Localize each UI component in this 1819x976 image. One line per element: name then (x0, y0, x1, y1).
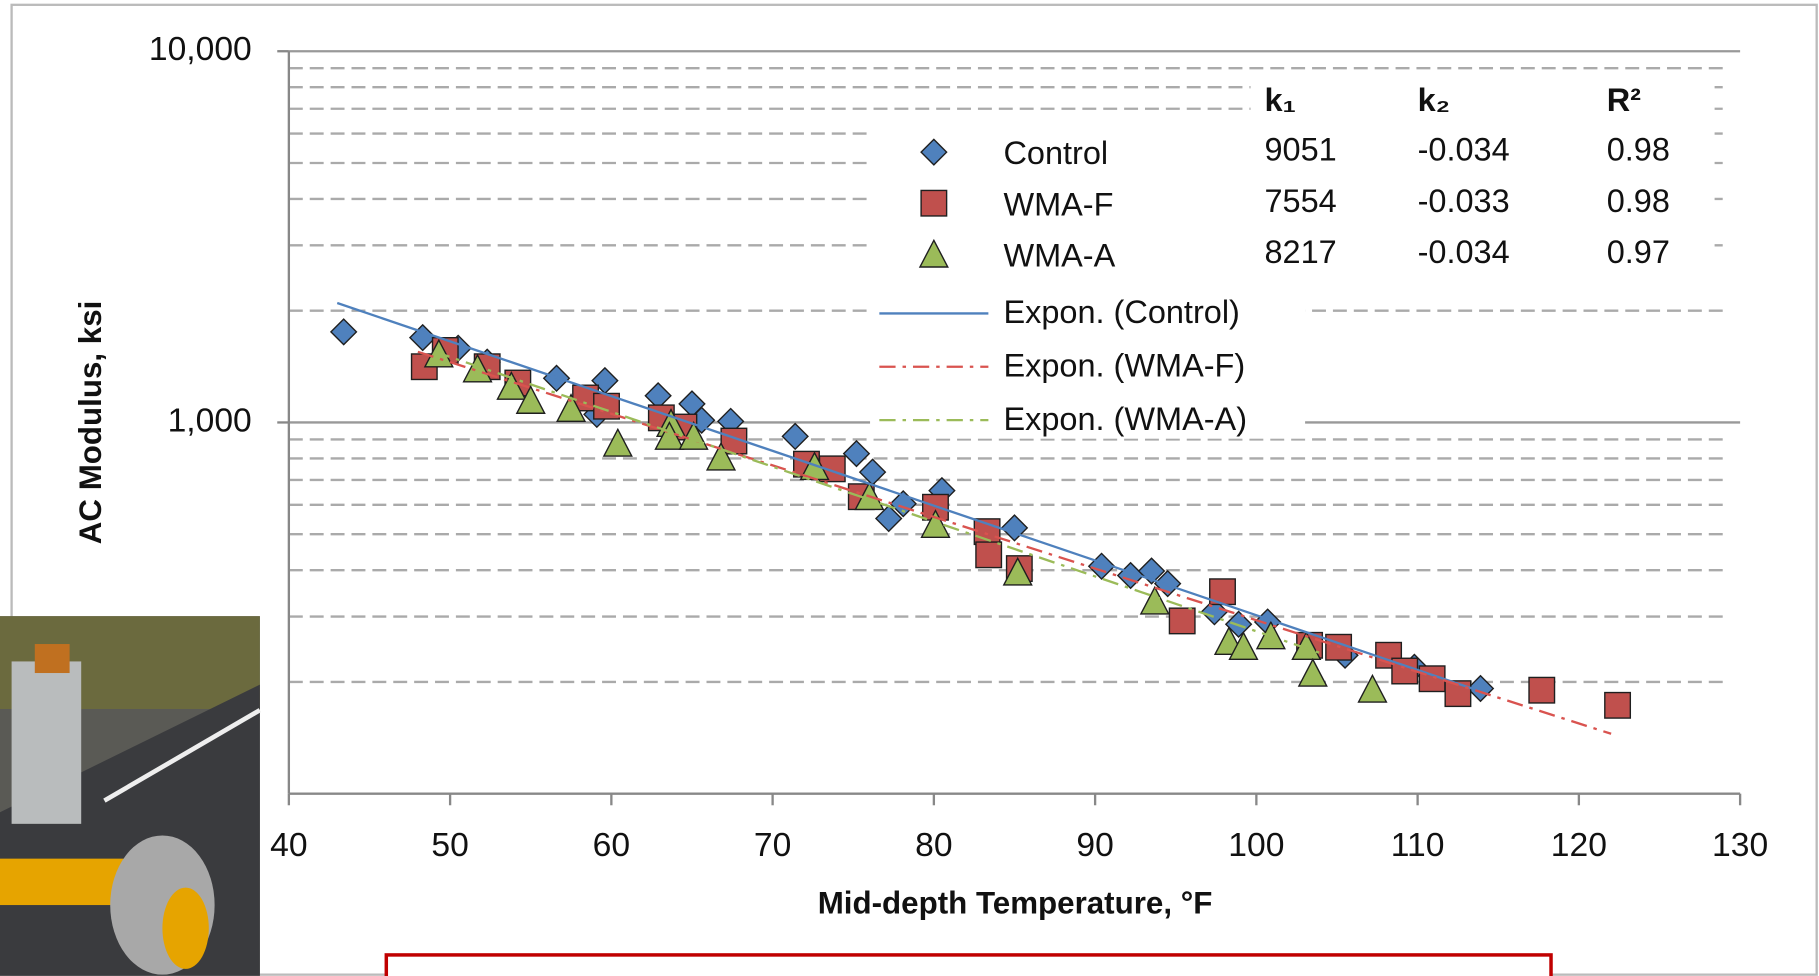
data-point (705, 441, 737, 471)
data-point (329, 318, 358, 346)
x-tick-label: 70 (754, 827, 791, 864)
legend-label: WMA-F (1003, 186, 1113, 222)
legend-value: 8217 (1264, 234, 1336, 270)
data-point (1604, 691, 1632, 719)
legend-marker (918, 238, 949, 268)
photo-inset (0, 616, 262, 976)
data-point (462, 353, 493, 383)
x-tick-label: 100 (1228, 827, 1284, 864)
x-tick-label: 130 (1712, 827, 1768, 864)
legend-marker (920, 138, 948, 166)
legend-background (870, 69, 1715, 439)
trend-line (336, 301, 1483, 694)
x-tick-label: 120 (1551, 827, 1607, 864)
data-point (1002, 556, 1033, 586)
data-point (1168, 607, 1196, 635)
legend-value: -0.034 (1418, 234, 1510, 270)
legend-value: 0.98 (1607, 132, 1670, 168)
legend-label: Expon. (WMA-A) (1003, 401, 1247, 437)
legend-value: 9051 (1264, 132, 1336, 168)
data-point (1228, 631, 1259, 661)
data-point (408, 323, 437, 352)
y-axis-label: AC Modulus, ksi (73, 301, 108, 545)
plot-area (329, 301, 1632, 735)
data-point (1357, 673, 1388, 703)
legend-header: k₂ (1418, 82, 1451, 118)
trend-line (417, 350, 1612, 735)
legend-label: WMA-A (1003, 237, 1115, 273)
legend-value: -0.033 (1418, 183, 1510, 219)
data-point (842, 439, 871, 468)
trend-line (433, 350, 1322, 655)
data-point (1297, 657, 1328, 687)
legend-label: Expon. (WMA-F) (1003, 348, 1245, 384)
data-point (1139, 585, 1170, 615)
y-tick-label: 1,000 (168, 402, 252, 439)
data-point (602, 427, 633, 457)
x-axis-label: Mid-depth Temperature, °F (818, 885, 1213, 920)
data-point (781, 422, 809, 451)
data-point (874, 504, 903, 533)
data-point (555, 393, 587, 423)
x-tick-label: 110 (1391, 827, 1445, 864)
data-point (496, 371, 527, 400)
legend-value: -0.034 (1418, 132, 1510, 168)
y-tick-label: 10,000 (149, 31, 252, 68)
legend-label: Expon. (Control) (1003, 294, 1239, 330)
data-point (654, 420, 685, 450)
data-point (975, 541, 1003, 569)
data-point (1528, 676, 1556, 704)
x-tick-label: 40 (270, 827, 307, 864)
data-point (515, 385, 546, 414)
callout-box (384, 953, 1553, 976)
legend-value: 0.98 (1607, 183, 1670, 219)
x-tick-label: 80 (915, 827, 952, 864)
legend-marker (920, 189, 948, 217)
legend-value: 7554 (1264, 183, 1336, 219)
legend-label: Control (1003, 135, 1108, 171)
legend-value: 0.97 (1607, 234, 1670, 270)
x-tick-label: 90 (1076, 827, 1113, 864)
x-tick-label: 50 (431, 827, 468, 864)
legend-header: R² (1607, 82, 1641, 118)
x-tick-label: 60 (593, 827, 630, 864)
legend-header: k₁ (1264, 82, 1296, 118)
data-point (920, 509, 951, 538)
